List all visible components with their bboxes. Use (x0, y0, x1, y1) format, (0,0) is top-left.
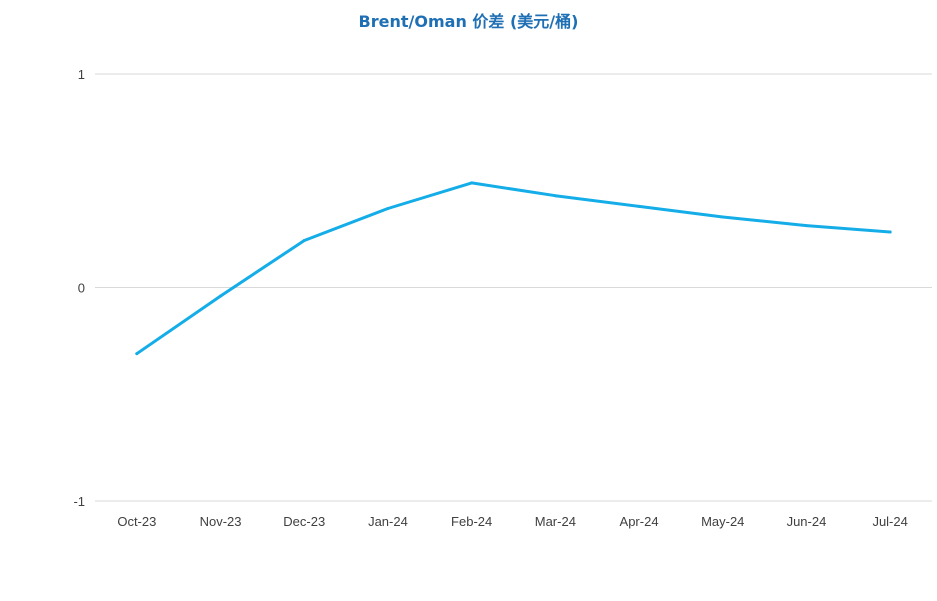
data-point (135, 352, 139, 356)
data-point (302, 239, 306, 243)
series-layer (135, 181, 892, 356)
y-tick-label: 0 (78, 281, 85, 296)
x-tick-label: Jan-24 (368, 514, 408, 529)
x-tick-label: Feb-24 (451, 514, 492, 529)
data-point (804, 224, 808, 228)
data-point (721, 215, 725, 219)
data-point (470, 181, 474, 185)
data-point (553, 194, 557, 198)
x-axis-ticks: Oct-23 Nov-23 Dec-23 Jan-24 Feb-24 Mar-24 Apr-… (117, 514, 908, 529)
x-tick-label: Apr-24 (620, 514, 659, 529)
y-axis-ticks: 1 0 -1 (73, 67, 85, 509)
x-tick-label: Oct-23 (117, 514, 156, 529)
y-tick-label: -1 (73, 494, 85, 509)
gridlines (95, 73, 932, 502)
series-line-0 (135, 181, 892, 356)
x-tick-label: May-24 (701, 514, 744, 529)
data-point (386, 207, 390, 211)
x-tick-label: Dec-23 (283, 514, 325, 529)
x-tick-label: Mar-24 (535, 514, 576, 529)
data-point (637, 204, 641, 208)
x-tick-label: Jun-24 (787, 514, 827, 529)
data-point (888, 230, 892, 234)
chart-title: Brent/Oman 价差 (美元/桶) (358, 12, 579, 31)
y-tick-label: 1 (78, 67, 85, 82)
x-tick-label: Nov-23 (200, 514, 242, 529)
x-tick-label: Jul-24 (872, 514, 907, 529)
data-point (219, 294, 223, 298)
